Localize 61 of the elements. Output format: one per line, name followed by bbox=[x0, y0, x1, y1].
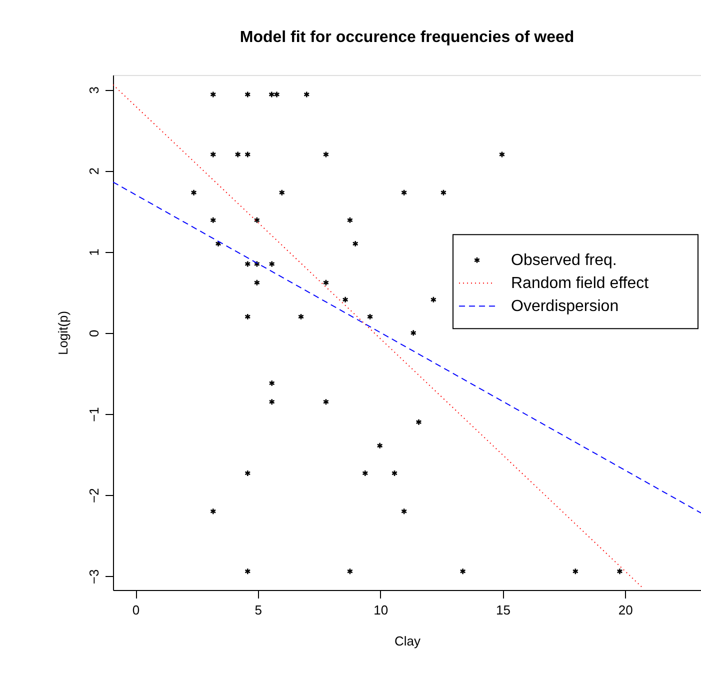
point bbox=[190, 189, 197, 196]
legend-label: Overdispersion bbox=[511, 298, 619, 316]
point bbox=[346, 568, 353, 575]
point bbox=[244, 568, 251, 575]
point bbox=[430, 296, 436, 304]
point bbox=[367, 313, 374, 320]
point bbox=[498, 151, 506, 158]
point bbox=[268, 260, 275, 268]
x-tick-label: 0 bbox=[132, 602, 140, 618]
x-tick-label: 20 bbox=[618, 602, 633, 618]
y-tick-label: −2 bbox=[86, 488, 102, 504]
point bbox=[352, 240, 358, 248]
point bbox=[244, 313, 251, 320]
point bbox=[322, 151, 330, 158]
point bbox=[210, 508, 216, 515]
y-axis-title: Logit(p) bbox=[56, 310, 70, 356]
point bbox=[391, 470, 398, 477]
point bbox=[416, 418, 422, 426]
y-tick-label: −1 bbox=[86, 407, 102, 422]
legend-label: Observed freq. bbox=[511, 252, 617, 270]
x-tick-label: 15 bbox=[496, 602, 510, 618]
y-tick-label: −3 bbox=[86, 569, 102, 584]
x-tick-label: 5 bbox=[254, 602, 262, 618]
point bbox=[304, 91, 310, 98]
point bbox=[346, 216, 353, 224]
point bbox=[244, 470, 251, 477]
y-tick-label: 3 bbox=[86, 86, 102, 94]
point bbox=[254, 279, 260, 286]
y-tick-label: 1 bbox=[86, 248, 102, 256]
y-tick-label: 0 bbox=[86, 330, 102, 338]
point bbox=[362, 470, 368, 477]
point bbox=[210, 91, 216, 98]
point bbox=[322, 398, 330, 406]
point bbox=[440, 189, 447, 196]
point bbox=[254, 216, 260, 224]
chart-title: Model fit for occurence frequencies of weed bbox=[240, 29, 574, 46]
point bbox=[254, 260, 260, 268]
point bbox=[298, 313, 304, 320]
point bbox=[401, 508, 408, 515]
point bbox=[572, 568, 578, 575]
point bbox=[401, 189, 408, 196]
point bbox=[376, 442, 383, 450]
x-tick-label: 10 bbox=[374, 602, 388, 618]
point bbox=[268, 398, 275, 406]
point bbox=[278, 189, 285, 196]
y-tick-label: 2 bbox=[86, 168, 102, 175]
point bbox=[210, 151, 216, 158]
point bbox=[210, 216, 216, 224]
point bbox=[460, 568, 466, 575]
point bbox=[244, 260, 251, 268]
point bbox=[234, 151, 241, 158]
point bbox=[244, 91, 251, 98]
legend-label: Random field effect bbox=[511, 275, 650, 292]
point bbox=[410, 330, 416, 336]
point bbox=[322, 279, 330, 286]
point bbox=[215, 240, 222, 248]
point bbox=[244, 151, 251, 158]
point bbox=[342, 296, 348, 304]
point bbox=[616, 568, 623, 575]
point bbox=[268, 380, 275, 387]
x-axis-title: Clay bbox=[394, 634, 421, 648]
